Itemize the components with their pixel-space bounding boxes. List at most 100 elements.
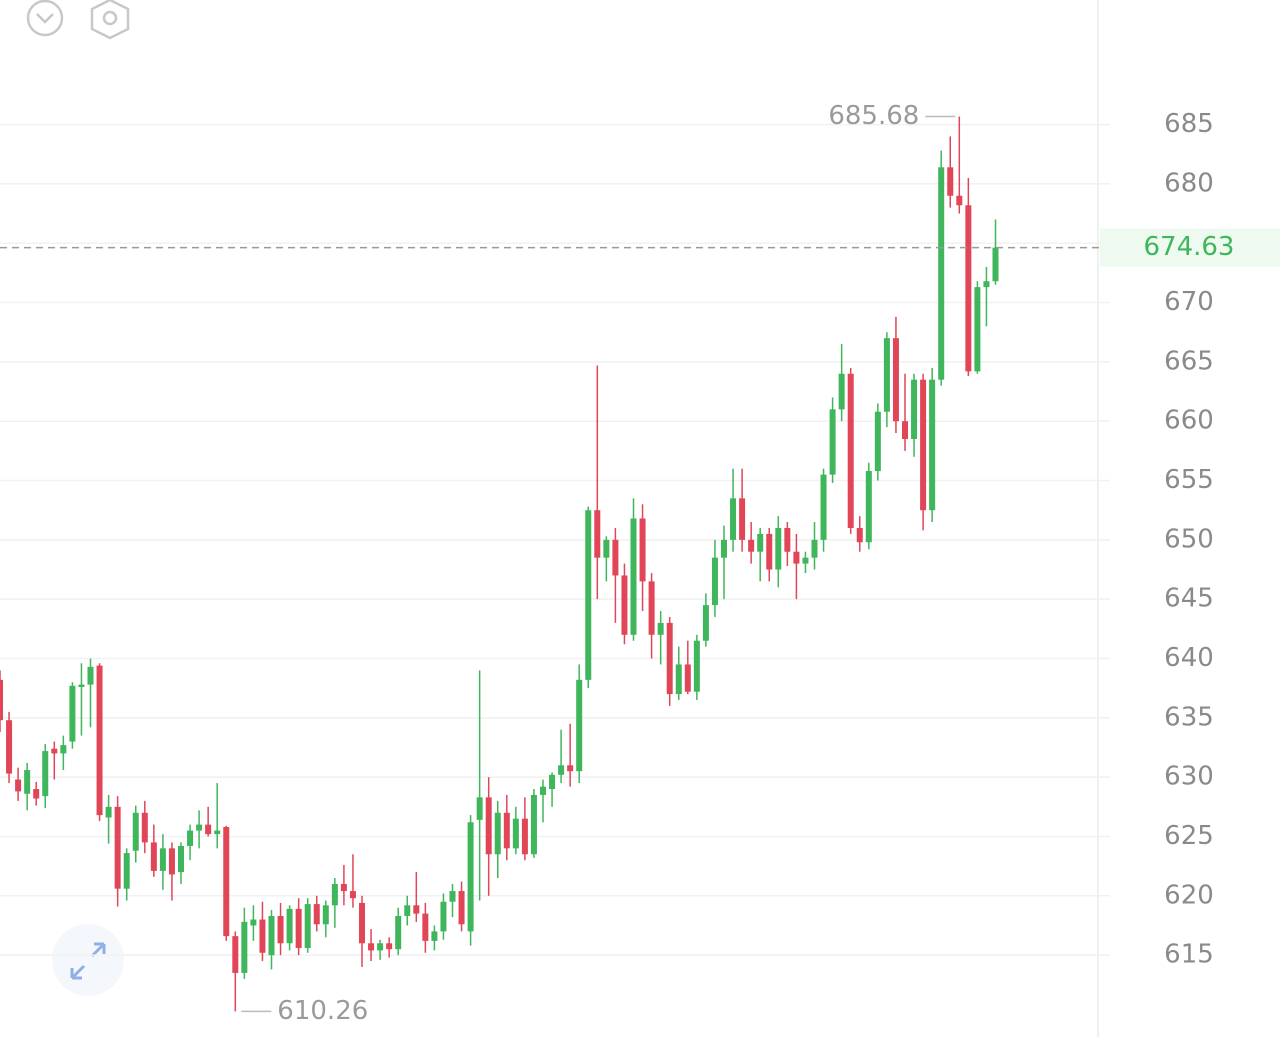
expand-bg — [52, 924, 124, 996]
candle-body — [132, 812, 139, 851]
candle-body — [494, 812, 501, 855]
candle-body — [322, 905, 329, 925]
candle-body — [0, 679, 3, 721]
candle-body — [603, 539, 610, 558]
candle-body — [286, 908, 293, 944]
candle-body — [911, 379, 918, 440]
candle-body — [395, 915, 402, 950]
candle-body — [666, 622, 673, 695]
collapse-icon — [26, 0, 64, 37]
last-price-label: 674.63 — [1144, 232, 1235, 262]
y-tick-label: 635 — [1164, 702, 1214, 732]
candle-body — [178, 845, 184, 873]
candle-body — [766, 533, 773, 570]
candle-body — [992, 247, 999, 282]
candle-body — [232, 936, 239, 973]
candle-body — [657, 622, 664, 635]
candle-body — [377, 943, 384, 951]
candle-body — [965, 205, 972, 372]
candle-body — [476, 797, 483, 820]
candle-body — [223, 826, 230, 937]
candle-body — [6, 720, 13, 774]
candle-body — [15, 779, 22, 792]
candle-body — [621, 575, 628, 635]
candle-body — [775, 527, 782, 570]
candle-body — [739, 498, 746, 540]
candle-body — [983, 281, 990, 288]
candle-body — [24, 770, 31, 794]
candle-body — [585, 510, 592, 680]
candle-body — [856, 527, 863, 543]
candle-body — [811, 539, 818, 558]
candle-body — [802, 557, 809, 564]
y-tick-label: 640 — [1164, 643, 1214, 673]
candle-body — [313, 904, 320, 925]
y-tick-label: 615 — [1164, 940, 1214, 970]
candle-body — [874, 411, 881, 472]
collapse-button[interactable] — [26, 0, 64, 37]
candle-body — [521, 818, 528, 855]
candle-body — [60, 745, 67, 754]
candle-body — [829, 409, 836, 475]
candle-body — [440, 901, 447, 932]
candle-body — [168, 848, 175, 875]
candle-body — [902, 421, 908, 440]
candle-body — [702, 605, 709, 641]
candle-body — [87, 666, 94, 685]
candle-body — [503, 812, 510, 849]
candle-body — [51, 748, 58, 754]
candle-body — [114, 806, 121, 889]
candle-body — [540, 786, 546, 795]
candle-body — [196, 824, 203, 831]
expand-button[interactable] — [52, 924, 124, 996]
candle-body — [368, 943, 375, 951]
candle-body — [558, 765, 565, 775]
candle-body — [458, 891, 465, 925]
settings-button[interactable] — [90, 0, 130, 40]
candle-body — [386, 943, 393, 950]
candle-body — [721, 539, 727, 558]
settings-icon — [90, 0, 130, 40]
candle-body — [883, 338, 890, 412]
candle-body — [340, 883, 347, 892]
candle-body — [639, 518, 646, 582]
y-tick-label: 660 — [1164, 406, 1214, 436]
candle-body — [467, 822, 474, 932]
candle-body — [612, 539, 619, 576]
candle-body — [241, 921, 248, 973]
plot: 6156206256306356406456506556606656706756… — [0, 101, 1280, 1026]
candle-body — [422, 913, 429, 941]
candle-body — [594, 510, 601, 558]
candle-body — [820, 474, 827, 540]
y-tick-label: 650 — [1164, 524, 1214, 554]
candle-body — [404, 905, 411, 916]
y-tick-label: 680 — [1164, 168, 1214, 198]
candle-body — [784, 527, 791, 552]
candle-body — [920, 379, 927, 511]
candle-body — [567, 765, 574, 772]
candle-body — [947, 167, 954, 196]
candle-body — [576, 679, 583, 772]
candle-body — [259, 919, 266, 953]
candle-body — [141, 812, 148, 843]
y-tick-label: 630 — [1164, 762, 1214, 792]
candle-body — [295, 908, 302, 949]
candle-body — [96, 665, 103, 816]
candle-body — [150, 842, 157, 871]
y-tick-label: 655 — [1164, 465, 1214, 495]
candle-body — [214, 830, 221, 835]
y-tick-label: 625 — [1164, 821, 1214, 851]
candle-body — [449, 891, 456, 902]
candle-body — [929, 379, 936, 511]
candle-body — [847, 373, 854, 528]
candle-body — [757, 533, 764, 552]
candle-body — [431, 931, 438, 941]
candle-body — [711, 557, 718, 606]
candle-body — [205, 824, 212, 835]
candle-body — [530, 794, 537, 855]
settings-dot — [102, 10, 118, 26]
candle-body — [892, 338, 899, 422]
candle-body — [331, 883, 338, 906]
candle-body — [159, 848, 166, 871]
